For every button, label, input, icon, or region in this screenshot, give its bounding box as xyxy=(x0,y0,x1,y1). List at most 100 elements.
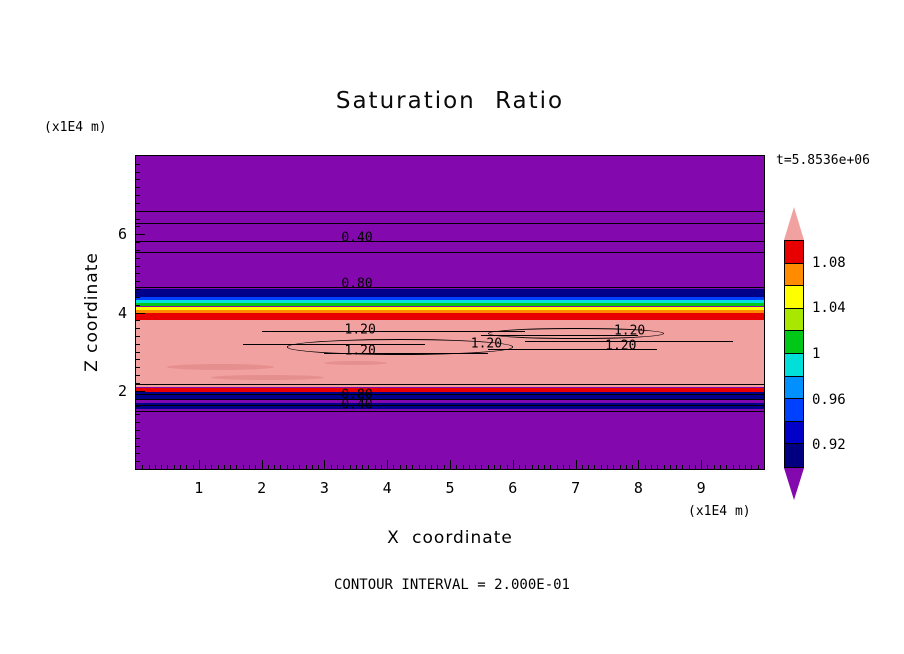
x-axis-tick xyxy=(556,465,558,469)
x-axis-tick xyxy=(362,465,364,469)
x-tick-label: 1 xyxy=(194,479,204,497)
x-axis-tick xyxy=(330,465,332,469)
x-axis-tick xyxy=(569,465,571,469)
x-tick-label: 3 xyxy=(319,479,329,497)
z-axis-tick xyxy=(136,375,140,377)
x-axis-tick xyxy=(154,465,156,469)
x-axis-tick xyxy=(663,465,665,469)
x-axis-tick xyxy=(450,460,451,469)
colorbar-label: 1.08 xyxy=(812,254,846,271)
x-axis-tick xyxy=(280,465,282,469)
z-axis-tick xyxy=(136,210,140,212)
x-axis-tick xyxy=(537,465,539,469)
x-axis-tick xyxy=(462,465,464,469)
colorbar-segment xyxy=(785,308,803,332)
z-axis-tick xyxy=(136,273,140,275)
z-axis-tick xyxy=(136,163,140,165)
contour-label: 1.20 xyxy=(613,323,646,339)
z-axis-tick xyxy=(136,437,140,439)
x-axis-tick xyxy=(575,460,577,469)
x-axis-tick xyxy=(406,465,408,469)
contour-band xyxy=(136,289,764,297)
x-axis-tick xyxy=(726,465,728,469)
x-axis-tick xyxy=(732,465,734,469)
z-axis-tick xyxy=(136,359,140,361)
contour-label: 0.40 xyxy=(341,397,373,413)
shading-patch xyxy=(167,364,275,371)
z-axis-tick xyxy=(136,429,140,431)
contour-band xyxy=(136,297,764,300)
x-axis-title: X coordinate xyxy=(387,528,513,548)
x-axis-tick xyxy=(544,465,546,469)
x-axis-tick xyxy=(192,465,194,469)
contour-loop xyxy=(487,327,664,340)
x-axis-tick xyxy=(355,465,357,469)
x-axis-tick xyxy=(531,465,533,469)
x-axis-tick xyxy=(173,465,175,469)
x-axis-tick xyxy=(374,465,376,469)
z-axis-tick xyxy=(136,187,140,189)
contour-band xyxy=(136,300,764,303)
z-axis-tick xyxy=(136,281,140,283)
x-axis-tick xyxy=(581,465,583,469)
x-axis-tick xyxy=(713,465,715,469)
contour-band xyxy=(136,313,764,320)
x-axis-tick xyxy=(625,465,627,469)
y-axis-title: Z coordinate xyxy=(82,252,102,372)
colorbar-label: 1 xyxy=(812,346,821,362)
z-axis-tick xyxy=(136,171,140,173)
x-axis-tick xyxy=(745,465,747,469)
contour-line xyxy=(136,399,764,400)
z-axis-tick xyxy=(136,234,145,236)
x-axis-tick xyxy=(223,465,225,469)
x-axis-tick xyxy=(161,465,163,469)
contour-line xyxy=(242,344,425,345)
contour-label: 0.80 xyxy=(341,387,373,402)
contour-line xyxy=(136,384,764,385)
x-axis-tick xyxy=(267,465,269,469)
contour-line xyxy=(136,211,764,212)
x-axis-tick xyxy=(261,460,263,469)
z-axis-tick xyxy=(136,335,140,337)
x-axis-tick xyxy=(738,465,740,469)
z-axis-tick xyxy=(136,390,145,392)
x-axis-tick xyxy=(412,465,414,469)
contour-label: 1.20 xyxy=(344,322,376,338)
x-axis-tick xyxy=(456,465,458,469)
x-axis-tick xyxy=(613,465,615,469)
contour-label: 1.20 xyxy=(605,338,637,354)
z-axis-tick xyxy=(136,218,140,220)
contour-band xyxy=(136,410,764,469)
z-axis-tick xyxy=(136,242,140,244)
x-axis-tick xyxy=(657,465,659,469)
z-axis-tick xyxy=(136,195,140,197)
contour-band xyxy=(136,388,764,393)
x-axis-tick xyxy=(707,465,709,469)
colorbar-segment xyxy=(785,331,803,354)
x-axis-tick xyxy=(519,465,521,469)
contour-label: 1.20 xyxy=(344,343,376,359)
contour-line xyxy=(136,252,764,253)
z-axis-tick xyxy=(136,414,140,416)
contour-line xyxy=(261,331,526,332)
x-axis-tick xyxy=(286,465,288,469)
z-tick-label: 2 xyxy=(117,381,127,400)
x-tick-label: 4 xyxy=(382,479,392,497)
x-tick-label: 2 xyxy=(257,479,267,497)
x-axis-tick xyxy=(274,465,276,469)
z-axis-tick xyxy=(136,422,140,424)
colorbar-segment xyxy=(785,421,803,445)
contour-band xyxy=(136,310,764,313)
colorbar-segment xyxy=(785,444,803,467)
contour-band xyxy=(136,303,764,306)
x-axis-tick xyxy=(506,465,508,469)
z-tick-label: 4 xyxy=(117,303,127,322)
x-axis-tick xyxy=(682,465,684,469)
x-tick-label: 6 xyxy=(508,479,518,497)
x-axis-tick xyxy=(487,465,489,469)
z-axis-tick xyxy=(136,382,140,384)
z-axis-tick xyxy=(136,367,140,369)
z-axis-tick xyxy=(136,265,140,267)
x-axis-tick xyxy=(236,465,238,469)
x-axis-tick xyxy=(751,465,753,469)
